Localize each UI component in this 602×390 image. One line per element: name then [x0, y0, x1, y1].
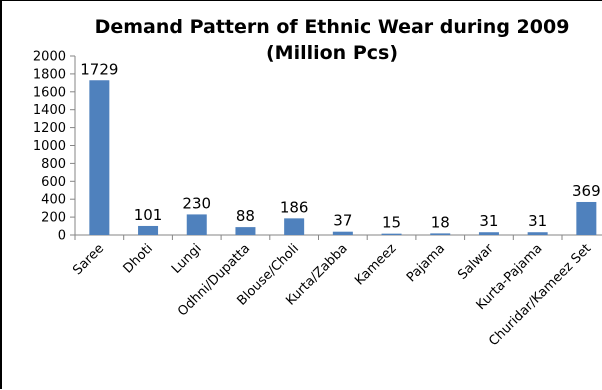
data-label: 31	[479, 212, 498, 230]
y-tick-label: 0	[58, 229, 66, 244]
bar	[478, 232, 499, 235]
y-tick-label: 1200	[33, 121, 66, 136]
bar	[284, 218, 305, 235]
data-label: 15	[382, 214, 401, 232]
data-label: 18	[431, 213, 450, 231]
data-label: 101	[134, 206, 163, 224]
data-label: 230	[182, 194, 211, 212]
data-label: 88	[236, 207, 255, 225]
data-label: 369	[572, 182, 601, 200]
y-tick-label: 2000	[33, 50, 66, 65]
category-label: Churidar/Kameez Set	[486, 241, 594, 349]
bar	[430, 233, 451, 235]
data-label: 31	[528, 212, 547, 230]
data-label: 186	[280, 198, 309, 216]
category-label: Lungi	[169, 241, 205, 277]
y-tick-label: 1400	[33, 103, 66, 118]
y-tick-label: 1800	[33, 67, 66, 82]
y-tick-label: 800	[41, 157, 66, 172]
bar	[138, 225, 159, 235]
y-tick-label: 200	[41, 211, 66, 226]
bar	[576, 201, 597, 235]
bar	[235, 227, 256, 235]
category-label: Saree	[70, 241, 107, 278]
chart-title: Demand Pattern of Ethnic Wear during 200…	[94, 16, 570, 38]
category-label: Dhoti	[121, 241, 156, 276]
y-tick-label: 400	[41, 193, 66, 208]
data-label: 37	[333, 212, 352, 230]
bar	[381, 233, 402, 235]
category-label: Pajama	[404, 241, 448, 285]
y-tick-label: 600	[41, 175, 66, 190]
chart-subtitle: (Million Pcs)	[265, 42, 399, 64]
bar	[186, 214, 207, 235]
category-label: Kameez	[352, 241, 399, 288]
y-tick-label: 1000	[33, 139, 66, 154]
bar	[527, 232, 548, 235]
data-label: 1729	[80, 60, 118, 78]
y-tick-label: 1600	[33, 85, 66, 100]
category-label: Salwar	[455, 241, 497, 283]
bar	[89, 80, 110, 235]
bar	[332, 231, 353, 235]
